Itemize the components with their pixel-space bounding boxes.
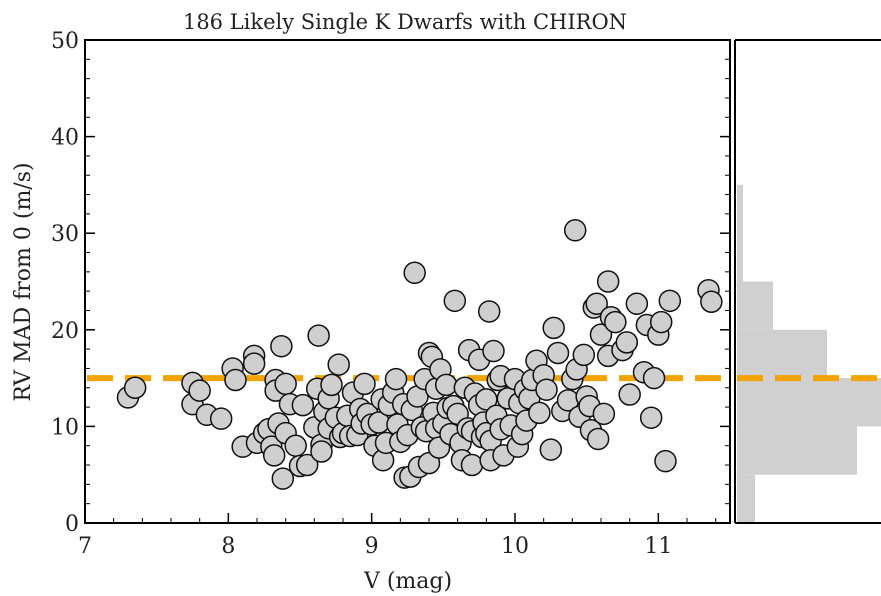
data-point bbox=[585, 292, 608, 315]
plot-frame bbox=[84, 39, 731, 524]
data-point bbox=[443, 289, 467, 313]
data-point bbox=[572, 343, 596, 367]
data-point bbox=[542, 316, 565, 340]
data-point bbox=[307, 324, 330, 347]
data-point bbox=[589, 323, 613, 346]
data-point bbox=[403, 261, 426, 285]
data-point bbox=[625, 292, 649, 315]
data-point bbox=[274, 372, 297, 396]
data-point bbox=[592, 402, 616, 426]
data-point bbox=[284, 434, 307, 457]
histogram-bar bbox=[737, 426, 857, 475]
data-point bbox=[563, 219, 587, 242]
data-point bbox=[604, 310, 627, 334]
x-axis-label: V (mag) bbox=[363, 569, 452, 594]
data-point bbox=[477, 300, 501, 323]
data-point bbox=[327, 353, 350, 376]
data-point bbox=[539, 438, 563, 461]
y-tick-label: 20 bbox=[51, 319, 79, 344]
data-point bbox=[482, 339, 505, 363]
data-point bbox=[310, 440, 333, 463]
data-point bbox=[262, 444, 286, 467]
y-tick-label: 10 bbox=[51, 415, 79, 440]
data-point bbox=[320, 373, 343, 397]
data-point bbox=[224, 368, 247, 392]
x-tick-label: 7 bbox=[78, 534, 92, 559]
histogram-bar bbox=[737, 281, 773, 330]
data-point bbox=[642, 366, 666, 390]
histogram-bar bbox=[737, 378, 881, 427]
data-point bbox=[596, 270, 620, 293]
histogram-panel bbox=[734, 39, 881, 524]
data-point bbox=[639, 406, 663, 429]
y-axis-label: RV MAD from 0 (m/s) bbox=[11, 162, 36, 401]
x-tick-label: 10 bbox=[501, 534, 529, 559]
data-point bbox=[209, 407, 233, 430]
data-point bbox=[654, 449, 677, 473]
x-tick-label: 9 bbox=[365, 534, 379, 559]
data-point bbox=[546, 341, 570, 365]
histogram-bar bbox=[737, 329, 827, 379]
data-point bbox=[535, 378, 558, 401]
data-point bbox=[528, 401, 551, 425]
data-point bbox=[586, 427, 610, 451]
data-point bbox=[618, 383, 641, 406]
x-tick-label: 8 bbox=[221, 534, 235, 559]
data-point bbox=[615, 331, 639, 354]
y-tick-label: 0 bbox=[65, 512, 79, 537]
data-point bbox=[460, 453, 484, 477]
histogram-bar bbox=[737, 184, 743, 282]
data-point bbox=[270, 334, 293, 358]
data-point bbox=[123, 376, 147, 400]
data-point bbox=[658, 289, 682, 313]
data-point bbox=[242, 352, 266, 375]
data-point bbox=[291, 393, 315, 417]
y-tick-label: 30 bbox=[51, 222, 79, 247]
scatter-panel: 7 8 9 10 11 0 10 20 30 40 50 bbox=[51, 29, 731, 559]
data-point bbox=[649, 310, 673, 334]
x-tick-label: 11 bbox=[644, 534, 672, 559]
data-point bbox=[353, 372, 376, 396]
data-point bbox=[295, 453, 319, 477]
data-point bbox=[434, 373, 458, 397]
y-tick-label: 40 bbox=[51, 126, 79, 151]
data-point bbox=[188, 379, 211, 402]
data-point bbox=[271, 467, 295, 490]
data-point bbox=[384, 367, 408, 391]
chart-title: 186 Likely Single K Dwarfs with CHIRON bbox=[183, 10, 627, 34]
histogram-bar bbox=[737, 474, 755, 523]
y-tick-label: 50 bbox=[51, 29, 79, 54]
data-point bbox=[700, 290, 723, 314]
